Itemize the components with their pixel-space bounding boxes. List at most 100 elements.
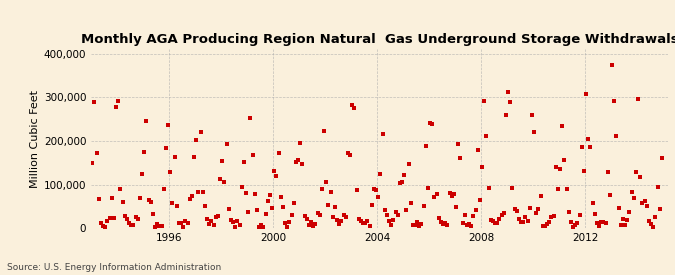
Point <box>124 220 134 225</box>
Point <box>306 219 317 224</box>
Point <box>351 187 362 192</box>
Point <box>267 206 277 210</box>
Point <box>379 208 390 213</box>
Point <box>537 224 548 228</box>
Point <box>360 221 371 225</box>
Point <box>243 210 254 214</box>
Point <box>635 175 646 179</box>
Point <box>119 214 130 218</box>
Point <box>542 222 553 227</box>
Point <box>180 218 191 223</box>
Point <box>132 216 143 221</box>
Point <box>290 160 301 165</box>
Point <box>295 141 306 145</box>
Point <box>457 221 468 225</box>
Point <box>150 225 161 229</box>
Point <box>490 221 501 225</box>
Point <box>650 215 661 220</box>
Point <box>182 221 193 225</box>
Point <box>310 221 321 226</box>
Point <box>98 224 109 228</box>
Point <box>576 145 587 150</box>
Point <box>548 213 559 218</box>
Point <box>377 132 388 136</box>
Point <box>657 155 668 160</box>
Point <box>109 216 119 220</box>
Point <box>102 219 113 223</box>
Point <box>375 172 385 177</box>
Point <box>449 192 460 197</box>
Point <box>269 169 279 173</box>
Point <box>143 198 154 202</box>
Point <box>394 180 405 185</box>
Point <box>333 222 344 226</box>
Point <box>347 103 358 107</box>
Point <box>572 220 583 225</box>
Point <box>152 222 163 226</box>
Point <box>605 193 616 198</box>
Point <box>455 155 466 160</box>
Point <box>191 138 202 142</box>
Point <box>249 191 260 196</box>
Point <box>585 145 596 149</box>
Point <box>195 129 206 134</box>
Point <box>446 194 457 198</box>
Text: Source: U.S. Energy Information Administration: Source: U.S. Energy Information Administ… <box>7 263 221 272</box>
Point <box>524 205 535 210</box>
Point <box>260 211 271 216</box>
Point <box>383 219 394 223</box>
Point <box>113 99 124 104</box>
Point <box>598 220 609 225</box>
Point <box>279 221 290 225</box>
Point <box>546 215 557 219</box>
Point <box>539 224 550 228</box>
Point <box>566 220 576 224</box>
Point <box>122 217 132 222</box>
Point <box>184 197 195 202</box>
Point <box>464 222 475 226</box>
Point <box>173 221 184 226</box>
Point <box>87 160 98 165</box>
Point <box>340 215 351 219</box>
Point <box>388 218 399 222</box>
Point <box>637 200 648 205</box>
Point <box>197 190 208 194</box>
Point <box>147 211 158 216</box>
Point <box>498 210 509 215</box>
Point <box>232 219 243 224</box>
Point <box>559 158 570 162</box>
Point <box>429 194 440 199</box>
Point <box>159 186 169 191</box>
Point <box>652 185 663 189</box>
Point <box>171 203 182 208</box>
Point <box>414 223 425 228</box>
Point <box>600 221 611 225</box>
Point <box>553 187 564 191</box>
Point <box>126 223 136 227</box>
Point <box>589 212 600 216</box>
Point <box>145 200 156 205</box>
Point <box>317 187 327 191</box>
Point <box>273 151 284 155</box>
Point <box>648 224 659 229</box>
Point <box>390 210 401 214</box>
Point <box>356 219 367 223</box>
Point <box>501 113 512 118</box>
Point <box>477 165 487 169</box>
Point <box>607 62 618 67</box>
Point <box>632 97 643 101</box>
Point <box>161 146 171 150</box>
Point <box>111 105 122 109</box>
Point <box>466 224 477 228</box>
Point <box>412 220 423 224</box>
Point <box>618 217 628 221</box>
Point <box>641 204 652 208</box>
Point <box>481 133 492 138</box>
Point <box>139 150 150 154</box>
Point <box>227 220 238 225</box>
Point <box>245 116 256 120</box>
Point <box>611 134 622 139</box>
Point <box>509 207 520 211</box>
Point <box>362 219 373 223</box>
Point <box>256 223 267 228</box>
